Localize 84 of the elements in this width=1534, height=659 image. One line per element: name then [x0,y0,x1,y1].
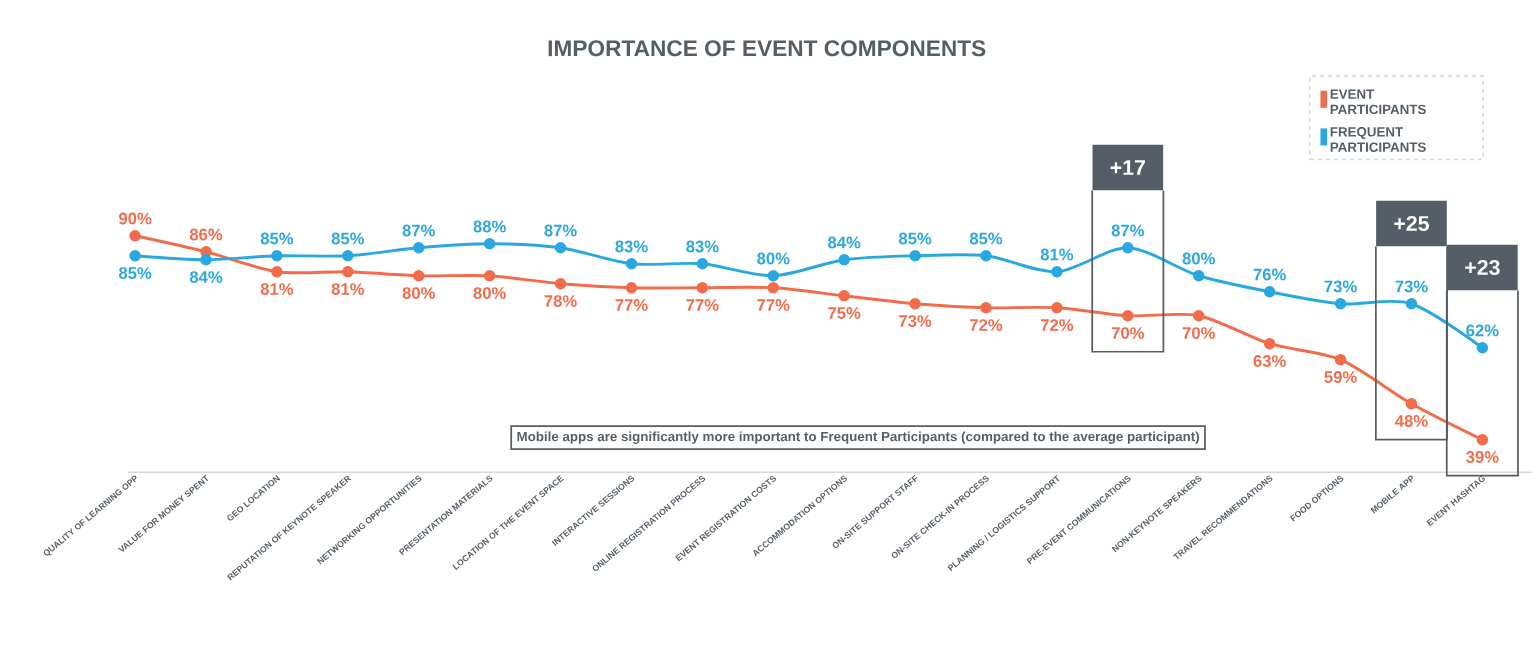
data-label: 85% [898,232,932,245]
data-label: 80% [402,287,435,299]
data-label: 39% [1466,451,1499,463]
point [1051,302,1063,314]
point [767,282,780,294]
data-label: 86% [189,228,223,241]
point [1192,310,1205,322]
legend-label: FREQUENT PARTICIPANTS [1330,127,1426,152]
data-label: 87% [544,224,577,237]
data-label: 59% [1324,371,1357,383]
data-label: 72% [970,319,1003,331]
point [200,254,212,266]
point [1334,298,1347,310]
point [1263,286,1276,298]
data-label: 48% [1395,415,1428,427]
point [413,270,425,282]
point [1122,310,1134,322]
data-label: 84% [189,271,223,283]
chart-title: IMPORTANCE OF EVENT COMPONENTS [548,40,986,57]
data-label: 85% [331,232,365,245]
point [625,282,638,294]
point [696,258,709,270]
legend-label: EVENT PARTICIPANTS [1330,89,1426,115]
point [554,278,567,290]
data-label: 77% [615,299,648,311]
point [554,242,567,254]
data-label: 75% [828,307,861,319]
data-label: 80% [757,252,790,265]
point [980,250,992,262]
point [980,302,992,314]
data-label: 73% [899,315,932,327]
data-label: 72% [1040,319,1074,331]
data-label: 76% [1253,268,1286,281]
data-label: 88% [473,220,506,233]
data-label: 81% [1040,248,1074,261]
point [483,238,496,250]
data-label: 80% [473,287,506,299]
data-label: 78% [544,295,577,307]
point [1051,266,1063,278]
text: +25 [1394,215,1429,232]
point [413,242,425,254]
data-label: 73% [1324,280,1357,293]
data-label: 83% [686,240,719,253]
data-label: 63% [1253,355,1286,367]
point [342,266,354,278]
point [767,270,780,282]
data-label: 87% [402,224,435,237]
point [1122,242,1134,254]
data-label: 81% [260,283,294,295]
data-label: 87% [1111,224,1145,237]
point [1405,298,1418,310]
data-label: 70% [1111,327,1145,339]
point [483,270,496,282]
data-label: 77% [757,299,790,311]
point [271,250,283,262]
point [838,254,850,266]
text: +17 [1110,160,1145,175]
point [1334,353,1347,366]
point [1192,270,1205,282]
data-label: 90% [119,212,152,225]
data-label: 84% [828,236,861,249]
data-label: 85% [969,232,1003,245]
point [838,290,850,302]
point [909,298,921,310]
data-label: 77% [686,299,719,311]
data-label: 85% [260,232,294,245]
point [1263,338,1276,350]
data-label: 81% [331,283,365,295]
data-label: 73% [1395,280,1428,293]
point [909,250,921,262]
point [129,250,141,262]
data-label: 62% [1466,324,1499,337]
data-label: 80% [1182,252,1215,265]
point [129,230,141,242]
annotation: +23 [1465,259,1500,276]
point [625,258,638,270]
data-label: 85% [118,267,152,279]
data-label: 70% [1182,327,1215,339]
point [271,266,283,278]
point [696,282,709,294]
point [1405,397,1418,410]
data-label: 83% [615,240,648,253]
point [342,250,354,262]
annotation: Mobile apps are significantly more important to Frequent Participants (compared to the average participant) [517,431,1199,444]
